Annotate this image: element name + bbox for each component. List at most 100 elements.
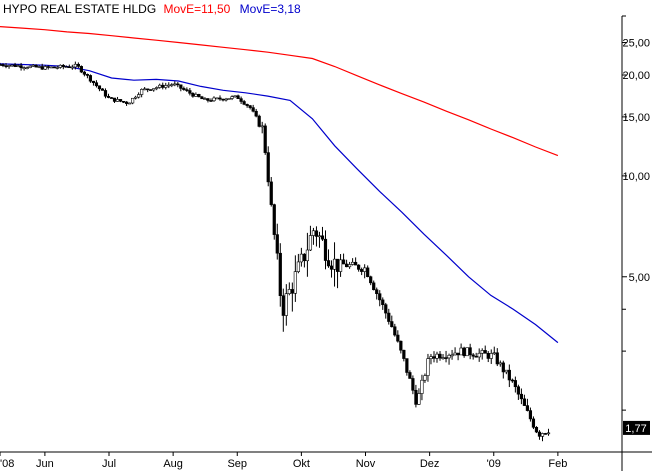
- legend-ma-short: MovE=3,18: [240, 2, 301, 16]
- candle-body: [118, 99, 123, 102]
- candle-body: [290, 289, 294, 294]
- candle-body: [167, 84, 171, 87]
- candle-body: [296, 261, 300, 272]
- candle-body: [49, 66, 53, 69]
- candle-body: [447, 354, 451, 359]
- candle-body: [161, 84, 165, 88]
- candle-body: [52, 66, 56, 69]
- candle-body: [200, 96, 204, 100]
- y-tick-label: 20,00: [622, 70, 650, 82]
- candle-body: [351, 261, 355, 265]
- candle-body: [338, 259, 343, 272]
- candle-body: [260, 125, 264, 128]
- candle-body: [474, 355, 478, 358]
- candle-body: [194, 94, 198, 97]
- candle-body: [34, 64, 38, 68]
- x-tick-label: '09: [487, 458, 501, 470]
- candle-body: [366, 267, 370, 278]
- candle-body: [209, 100, 213, 102]
- candle-body: [227, 98, 231, 100]
- candle-body: [308, 235, 313, 251]
- candle-body: [534, 427, 539, 433]
- candle-body: [459, 347, 463, 356]
- candle-body: [67, 66, 71, 69]
- candle-body: [293, 271, 297, 294]
- candle-body: [471, 354, 475, 357]
- candle-body: [106, 95, 111, 98]
- candle-body: [450, 354, 454, 357]
- candle-body: [121, 100, 126, 103]
- candle-body: [19, 65, 23, 69]
- candle-body: [97, 85, 102, 90]
- candle-body: [281, 295, 285, 316]
- candle-body: [218, 97, 222, 100]
- candle-body: [257, 115, 261, 127]
- candle-body: [408, 372, 412, 379]
- candle-body: [278, 252, 282, 297]
- candle-body: [516, 386, 520, 395]
- candle-body: [1, 64, 5, 66]
- y-tick-label: 10,00: [622, 171, 650, 183]
- candle-body: [344, 263, 349, 268]
- candle-body: [43, 66, 47, 70]
- candle-body: [453, 352, 457, 356]
- y-tick-label: 5,00: [629, 272, 650, 284]
- candle-body: [441, 357, 445, 359]
- candle-body: [510, 379, 514, 382]
- candle-body: [378, 293, 382, 301]
- candle-body: [158, 84, 162, 88]
- x-tick-label: Okt: [293, 458, 310, 470]
- candle-body: [528, 410, 533, 420]
- candle-body: [486, 353, 490, 359]
- candle-body: [197, 94, 201, 98]
- candle-body: [269, 181, 273, 205]
- candle-body: [387, 312, 391, 322]
- candle-body: [537, 431, 542, 437]
- candle-body: [203, 98, 207, 100]
- candle-body: [224, 98, 228, 101]
- candle-body: [143, 88, 147, 91]
- candle-body: [100, 88, 105, 91]
- candle-body: [314, 230, 319, 237]
- candle-body: [221, 98, 225, 101]
- candle-body: [483, 350, 487, 354]
- x-tick-label: Sep: [227, 458, 247, 470]
- candle-body: [152, 88, 156, 91]
- candle-body: [513, 380, 517, 388]
- candle-body: [140, 89, 144, 95]
- candle-body: [396, 334, 400, 342]
- candle-body: [10, 64, 14, 67]
- candle-body: [354, 261, 358, 266]
- candle-body: [317, 235, 322, 238]
- candle-body: [435, 353, 439, 359]
- candle-body: [64, 66, 68, 69]
- candle-body: [501, 362, 505, 373]
- candle-body: [357, 264, 361, 270]
- y-tick-label: 25,00: [622, 38, 650, 50]
- candle-body: [170, 84, 174, 86]
- candle-body: [131, 97, 135, 104]
- candle-body: [22, 67, 26, 70]
- candle-body: [254, 110, 258, 117]
- candle-body: [115, 99, 120, 102]
- candle-body: [540, 433, 545, 437]
- x-tick-label: Aug: [163, 458, 183, 470]
- candle-body: [341, 259, 346, 265]
- candle-body: [76, 63, 80, 67]
- candle-body: [456, 352, 460, 356]
- candle-body: [103, 90, 108, 97]
- candle-body: [498, 362, 502, 365]
- candle-body: [302, 253, 306, 262]
- candle-body: [55, 67, 59, 69]
- candle-body: [79, 66, 83, 73]
- candle-body: [206, 98, 210, 101]
- candle-body: [13, 64, 17, 67]
- candle-body: [146, 88, 150, 91]
- candle-body: [82, 71, 86, 75]
- candle-body: [480, 350, 484, 354]
- candle-body: [124, 101, 129, 104]
- candle-body: [185, 89, 189, 91]
- last-value-label: 1,77: [625, 423, 646, 435]
- candle-body: [423, 375, 427, 381]
